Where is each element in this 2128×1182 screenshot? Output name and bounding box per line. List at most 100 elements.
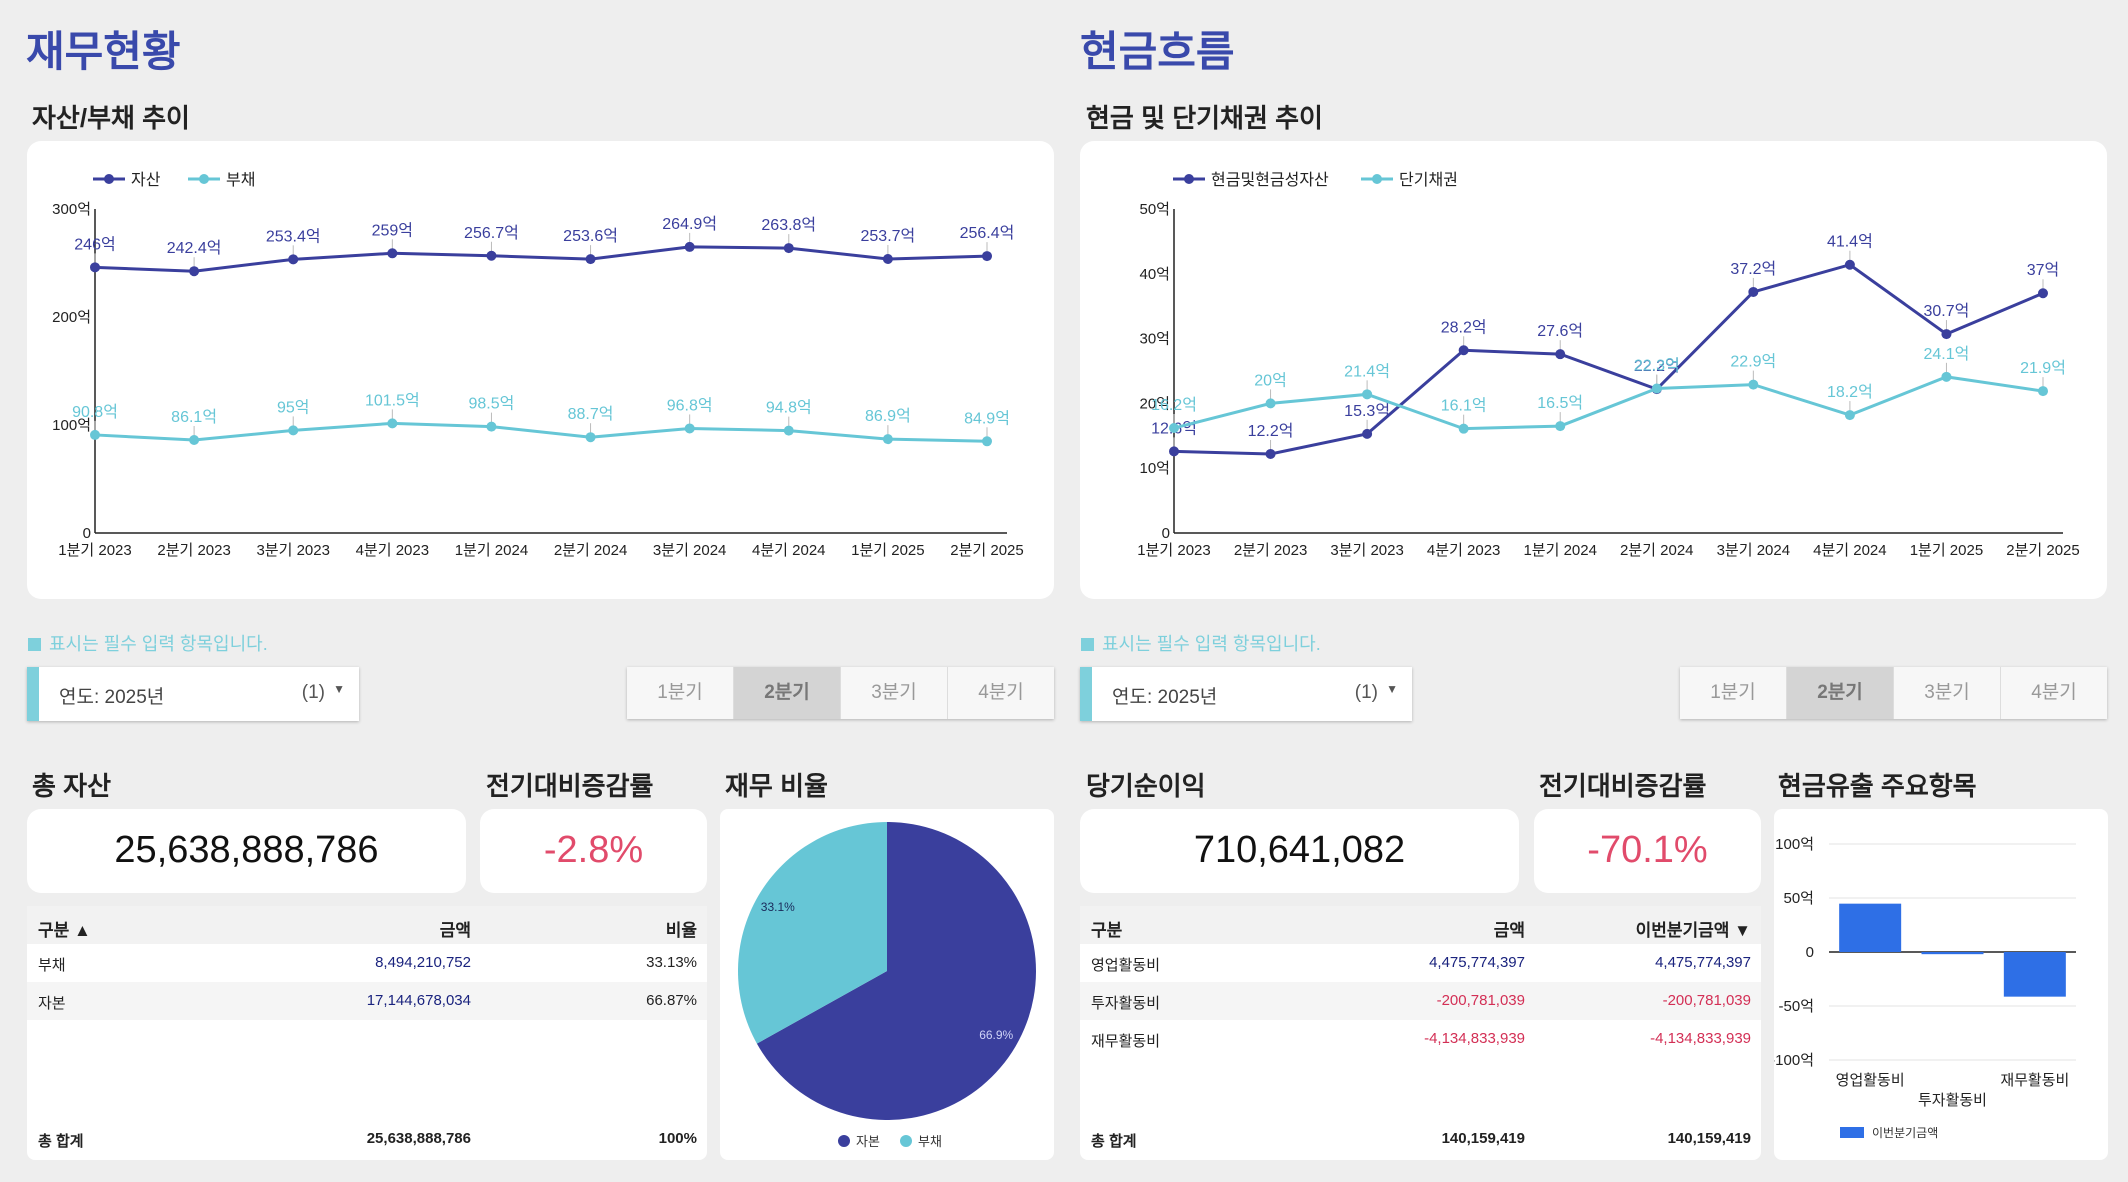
data-point <box>189 435 200 446</box>
asset-table: 구분 ▲ 금액 비율 부채 8,494,210,752 33.13% 자본 17… <box>27 906 707 1160</box>
total-assets-value: 25,638,888,786 <box>114 829 379 871</box>
year-filter-dropdown[interactable]: 연도: 2025년 (1) ▼ <box>1080 667 1412 721</box>
pie-slice-부채 <box>738 822 887 1044</box>
data-label: 20억 <box>1254 371 1287 389</box>
data-label: 253.7억 <box>861 227 916 245</box>
y-tick-label: 300억 <box>52 201 91 218</box>
y-tick-label: 100억 <box>52 417 91 434</box>
ratio-pie-chart: 66.9% 33.1% 자본 부채 <box>738 822 1036 1149</box>
total-amount: 140,159,419 <box>1441 1130 1525 1147</box>
required-note-text: 표시는 필수 입력 항목입니다. <box>49 634 268 654</box>
data-point <box>1265 398 1276 409</box>
data-point <box>1458 423 1469 434</box>
data-point <box>1941 371 1952 382</box>
row-amount: 8,494,210,752 <box>375 954 471 971</box>
x-tick-label: 3분기 2024 <box>653 542 726 559</box>
data-point <box>1362 428 1373 439</box>
x-tick-label: 2분기 2023 <box>1234 542 1307 559</box>
legend-label: 부채 <box>918 1134 942 1149</box>
table-header-category[interactable]: 구분 <box>1091 921 1123 940</box>
legend-label: 단기채권 <box>1399 171 1458 189</box>
data-point <box>982 251 992 262</box>
quarter-button-4[interactable]: 4분기 <box>978 682 1024 703</box>
x-tick-label: 투자활동비 <box>1918 1092 1987 1109</box>
data-point <box>2038 288 2048 299</box>
x-tick-label: 1분기 2024 <box>1523 542 1596 559</box>
net-income-card: 710,641,082 <box>1080 809 1519 893</box>
quarter-button-3[interactable]: 3분기 <box>841 667 948 719</box>
quarter-button-3[interactable]: 3분기 <box>1894 667 2001 719</box>
year-filter-count: (1) <box>301 682 325 703</box>
legend-swatch <box>1840 1127 1864 1138</box>
row-ratio: 66.87% <box>646 992 697 1009</box>
data-label: 259억 <box>372 221 413 239</box>
data-point <box>288 254 299 265</box>
cash-outflow-title: 현금유출 주요항목 <box>1778 771 1977 801</box>
data-label: 22.9억 <box>1730 353 1776 371</box>
table-header-ratio[interactable]: 비율 <box>665 921 697 940</box>
bar-재무활동비 <box>2003 952 2066 997</box>
quarter-button-4[interactable]: 4분기 <box>2031 682 2077 703</box>
data-point <box>1265 448 1276 459</box>
legend-swatch-dot <box>104 174 114 184</box>
data-point <box>882 434 893 445</box>
table-header-amount[interactable]: 금액 <box>1493 921 1525 940</box>
quarter-button-1[interactable]: 1분기 <box>627 667 734 719</box>
data-label: 16.2억 <box>1151 396 1197 414</box>
legend-swatch-dot <box>900 1135 912 1147</box>
x-tick-label: 2분기 2024 <box>554 542 627 559</box>
table-row: 영업활동비 4,475,774,397 4,475,774,397 <box>1080 944 1761 982</box>
data-point <box>1169 423 1179 434</box>
quarter-button-2[interactable]: 2분기 <box>1787 667 1894 719</box>
dropdown-caret-icon: ▼ <box>1386 682 1398 696</box>
x-tick-label: 영업활동비 <box>1836 1072 1905 1089</box>
x-tick-label: 2분기 2025 <box>2006 542 2079 559</box>
cash-flow-table: 구분 금액 이번분기금액 ▼ 영업활동비 4,475,774,397 4,475… <box>1080 906 1761 1160</box>
row-current: -200,781,039 <box>1662 992 1751 1009</box>
pie-value-label: 33.1% <box>761 900 795 914</box>
legend-swatch-dot <box>1184 174 1194 184</box>
quarter-button-1[interactable]: 1분기 <box>1680 667 1787 719</box>
data-label: 22.3억 <box>1634 356 1680 374</box>
year-filter-dropdown[interactable]: 연도: 2025년 (1) ▼ <box>27 667 359 721</box>
y-tick-label: 50억 <box>1140 201 1171 218</box>
data-point <box>2038 386 2048 397</box>
required-note: 표시는 필수 입력 항목입니다. <box>28 630 268 656</box>
legend-swatch-dot <box>199 174 209 184</box>
data-label: 86.9억 <box>865 407 911 425</box>
data-point <box>882 254 893 265</box>
row-amount: -200,781,039 <box>1436 992 1525 1009</box>
outflow-bar-card: 100억 50억 0 -50억 -100억 영업활동비 투자활동비 재무활동비 이번분기금액 <box>1770 809 2108 1160</box>
table-header-category[interactable]: 구분 ▲ <box>38 921 91 940</box>
pie-value-label: 66.9% <box>979 1028 1013 1042</box>
data-point <box>486 250 497 261</box>
right-change-rate-value: -70.1% <box>1587 829 1708 871</box>
data-point <box>90 429 100 440</box>
data-point <box>288 425 299 436</box>
data-point <box>585 254 596 265</box>
y-tick-label: 0 <box>83 525 91 542</box>
series-line-0 <box>1173 263 2044 456</box>
legend-label: 이번분기금액 <box>1872 1126 1938 1140</box>
row-amount: 4,475,774,397 <box>1429 954 1525 971</box>
quarter-filter-buttons: 1분기 2분기 3분기 4분기 <box>627 667 1054 719</box>
data-point <box>982 436 992 447</box>
y-tick-label: 30억 <box>1140 331 1171 348</box>
legend-label: 자본 <box>856 1134 880 1149</box>
quarter-button-2[interactable]: 2분기 <box>734 667 841 719</box>
dropdown-caret-icon: ▼ <box>333 682 345 696</box>
ratio-pie-card: 66.9% 33.1% 자본 부채 <box>720 809 1054 1160</box>
table-header-current-amount[interactable]: 이번분기금액 ▼ <box>1635 921 1751 940</box>
year-filter-label: 연도: 2025년 <box>59 687 165 708</box>
table-header-amount[interactable]: 금액 <box>439 921 471 940</box>
y-tick-label: -50억 <box>1779 998 1814 1015</box>
data-label: 21.9억 <box>2020 359 2066 377</box>
bar-영업활동비 <box>1839 903 1902 952</box>
table-row: 투자활동비 -200,781,039 -200,781,039 <box>1080 982 1761 1020</box>
data-point <box>1844 410 1855 421</box>
table-header-row: 구분 금액 이번분기금액 ▼ <box>1080 906 1761 944</box>
x-tick-label: 4분기 2024 <box>752 542 825 559</box>
left-change-rate-title: 전기대비증감률 <box>486 771 654 801</box>
x-tick-label: 1분기 2025 <box>1910 542 1983 559</box>
